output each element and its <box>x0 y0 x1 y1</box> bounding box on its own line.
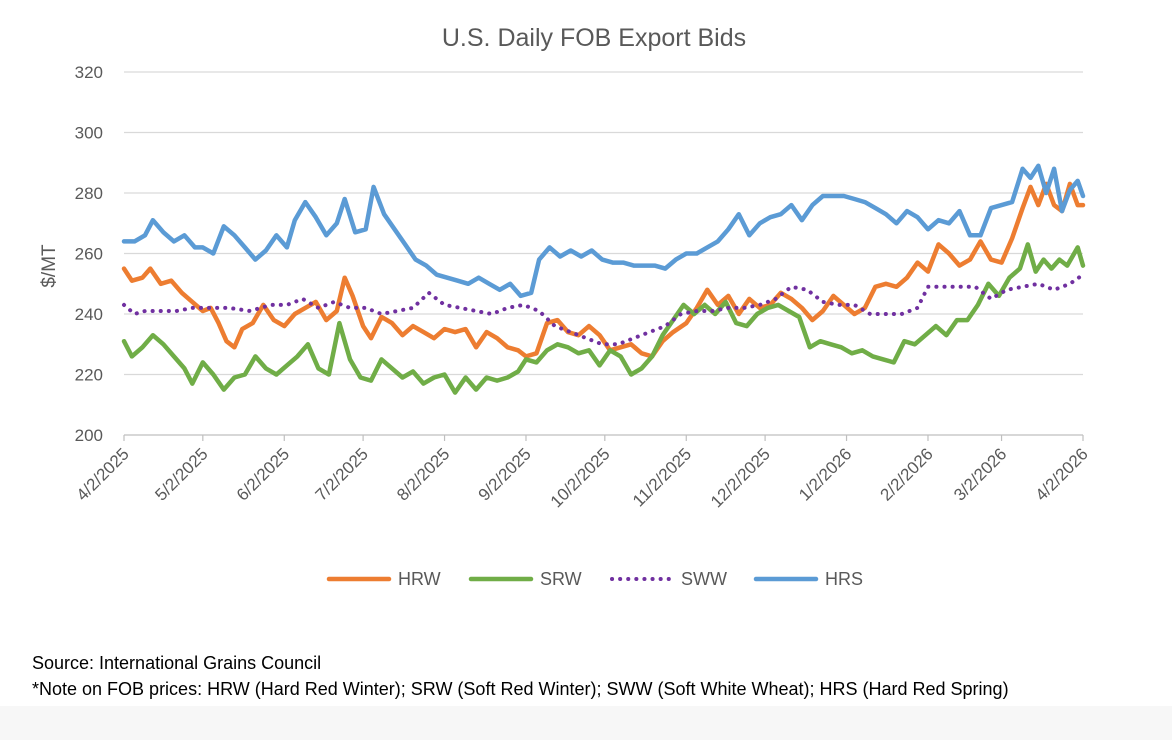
y-tick-label: 240 <box>75 305 103 324</box>
x-tick-label: 4/2/2026 <box>1032 444 1092 504</box>
y-axis-ticks: 200 220 240 260 280 300 320 <box>75 63 103 445</box>
x-tick-label: 6/2/2025 <box>233 444 293 504</box>
x-tick-label: 8/2/2025 <box>393 444 453 504</box>
legend: HRW SRW SWW HRS <box>326 569 863 589</box>
x-tick-label: 11/2/2025 <box>629 444 695 510</box>
legend-label-hrw: HRW <box>398 569 441 589</box>
series-line-sww <box>122 272 1085 347</box>
legend-label-sww: SWW <box>681 569 727 589</box>
y-axis-title: $/MT <box>39 244 60 288</box>
source-note: Source: International Grains Council <box>32 653 322 673</box>
x-tick-label: 10/2/2025 <box>547 444 614 511</box>
chart-title: U.S. Daily FOB Export Bids <box>442 24 746 52</box>
y-tick-label: 260 <box>75 245 103 264</box>
y-tick-label: 200 <box>75 426 103 445</box>
x-axis: 4/2/2025 5/2/2025 6/2/2025 7/2/2025 8/2/2025… <box>73 434 1092 511</box>
x-tick-label: 7/2/2025 <box>312 444 372 504</box>
x-tick-label: 1/2/2026 <box>795 444 855 504</box>
series-line-hrw <box>121 181 1086 359</box>
y-tick-label: 280 <box>75 184 103 203</box>
legend-label-hrs: HRS <box>825 569 863 589</box>
bottom-band <box>0 706 1172 740</box>
series-line-srw <box>121 242 1086 395</box>
y-tick-label: 220 <box>75 366 103 385</box>
footnotes: Source: International Grains Council *No… <box>32 650 1009 702</box>
x-tick-label: 12/2/2025 <box>707 444 774 511</box>
series-lines <box>121 163 1086 395</box>
series-line-hrs <box>121 163 1086 299</box>
x-tick-label: 5/2/2025 <box>151 444 211 504</box>
x-tick-label: 4/2/2025 <box>73 444 133 504</box>
y-tick-label: 320 <box>75 63 103 82</box>
y-tick-label: 300 <box>75 124 103 143</box>
x-tick-label: 9/2/2025 <box>475 444 535 504</box>
gridlines <box>124 71 1083 376</box>
fob-note: *Note on FOB prices: HRW (Hard Red Winte… <box>32 679 1009 699</box>
legend-label-srw: SRW <box>540 569 582 589</box>
x-tick-label: 3/2/2026 <box>950 444 1010 504</box>
x-tick-label: 2/2/2026 <box>877 444 937 504</box>
